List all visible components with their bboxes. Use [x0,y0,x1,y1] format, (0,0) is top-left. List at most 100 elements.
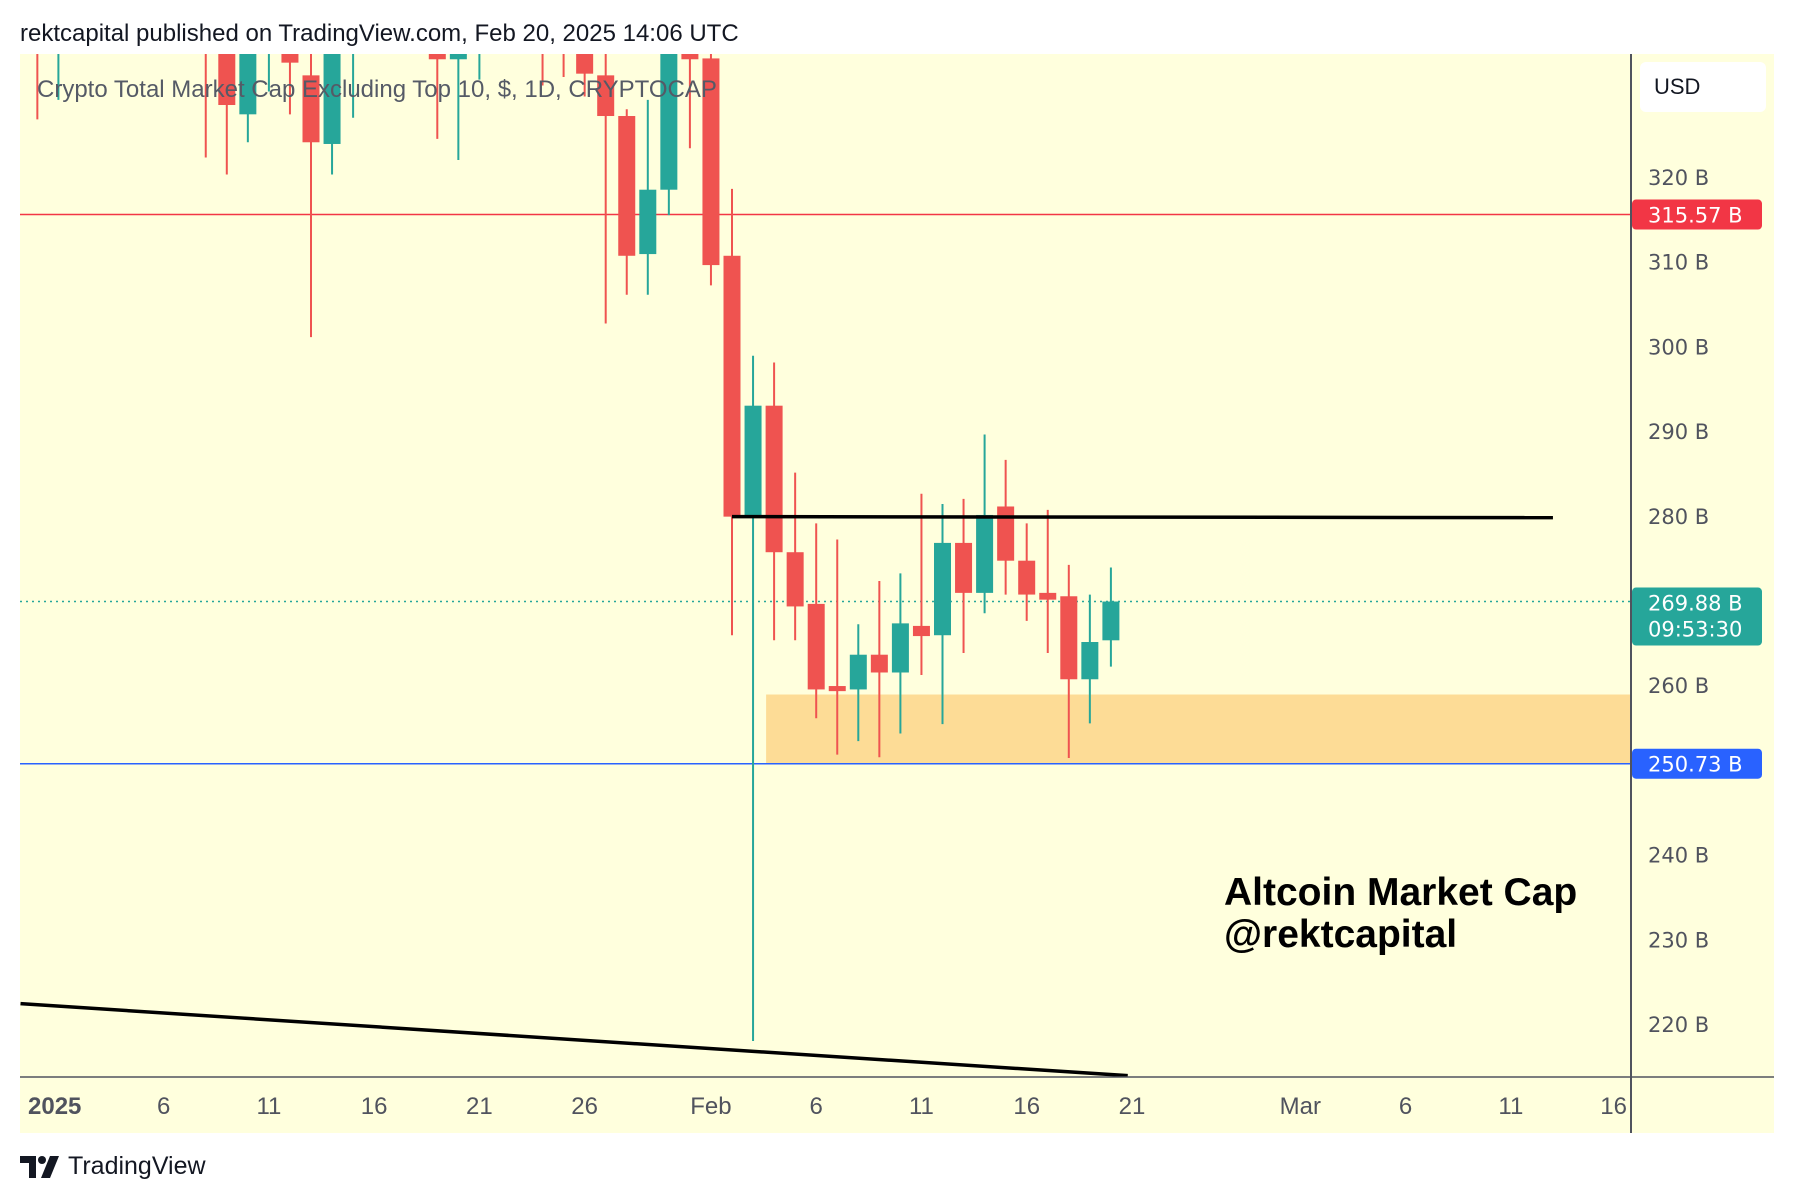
candle-body [345,25,362,42]
candle [534,25,551,86]
price-tick-label: 310 B [1648,251,1709,275]
candle-body [197,25,214,42]
candle-body [976,514,994,593]
candle-body [1018,560,1036,595]
candle [260,25,277,92]
time-tick-label: 16 [1013,1093,1040,1120]
candle-body [723,255,741,517]
candle-body [849,654,867,690]
candle [576,54,594,97]
candle-body [934,542,951,636]
publish-caption: rektcapital published on TradingView.com… [20,20,739,47]
candle-body [1060,596,1078,680]
candle [562,54,565,78]
time-tick-label: 6 [1399,1093,1412,1120]
currency-button[interactable]: USD [1640,62,1766,112]
candle [891,573,909,734]
candle-body [239,54,257,115]
candle [1081,594,1099,724]
time-tick-label: 11 [909,1093,934,1120]
candle-body [955,542,973,593]
candle [976,434,994,614]
price-tick-label: 290 B [1648,420,1709,444]
candle [828,539,846,755]
price-tick-label: 240 B [1648,844,1709,868]
candle-body [828,686,846,692]
candle [50,25,67,100]
candle-body [660,54,678,190]
price-label-text: 269.88 B [1648,592,1743,616]
candle-body [912,625,930,637]
candle [345,25,362,118]
candle-body [702,58,720,266]
watermark-line1: Altcoin Market Cap [1224,871,1578,914]
time-tick-label: Feb [690,1093,731,1120]
candle-body [744,405,762,517]
candle-body [618,116,636,256]
candle [1102,567,1120,667]
countdown-label: 09:53:30 [1648,618,1742,642]
resistance-line [731,514,1553,520]
candle [660,54,678,216]
candle [302,54,320,338]
candle [997,459,1015,595]
price-tick-label: 230 B [1648,928,1709,952]
price-label-badge [1632,587,1762,646]
candle [807,523,825,719]
price-label-text: 250.73 B [1648,753,1743,777]
candle-body [997,506,1015,561]
candle-body [218,54,236,106]
time-tick-label: 21 [1119,1093,1146,1120]
brand-name: TradingView [68,1152,206,1180]
candle [218,54,236,175]
tradingview-logo-icon [20,1155,59,1178]
candle-body [639,189,657,255]
candle-body [260,25,277,42]
candle-body [428,54,446,60]
candle-body [302,75,320,143]
candle-body [765,405,783,553]
price-tick-label: 260 B [1648,674,1709,698]
candle [478,54,481,80]
price-label-badge [1632,748,1762,779]
candle [934,503,951,725]
candle-body [534,25,551,42]
candle [639,99,657,295]
candle-body [1102,601,1120,641]
tradingview-logo[interactable]: TradingView [20,1152,206,1181]
time-tick-label: 11 [256,1093,281,1120]
support-zone [766,694,1631,764]
time-tick-label: 16 [1600,1093,1627,1120]
candle [681,54,699,149]
price-tick-label: 320 B [1648,166,1709,190]
candle [239,54,257,143]
candle [281,54,299,115]
candle [597,54,615,324]
watermark-text: Altcoin Market Cap @rektcapital [1224,872,1577,956]
candle-body [576,54,594,74]
candle-body [50,25,67,42]
time-tick-label: 26 [571,1093,598,1120]
candle [1039,509,1057,654]
time-tick-label: 16 [361,1093,388,1120]
candle-body [597,75,615,117]
candle-body [870,654,888,673]
candle [912,493,930,676]
candle [1060,564,1078,759]
symbol-title: Crypto Total Market Cap Excluding Top 10… [37,76,717,103]
time-tick-label: Mar [1280,1093,1321,1120]
candle-body [29,25,46,42]
candle [323,54,341,175]
candle-body [281,54,299,63]
price-tick-label: 220 B [1648,1013,1709,1037]
candle-body [786,552,804,607]
candle [955,498,973,654]
candle [618,109,636,295]
price-label-text: 315.57 B [1648,204,1743,228]
candle-body [1081,642,1099,680]
candle [744,355,762,1041]
time-tick-label: 6 [157,1093,170,1120]
candle [1018,523,1036,621]
candle [449,54,467,161]
